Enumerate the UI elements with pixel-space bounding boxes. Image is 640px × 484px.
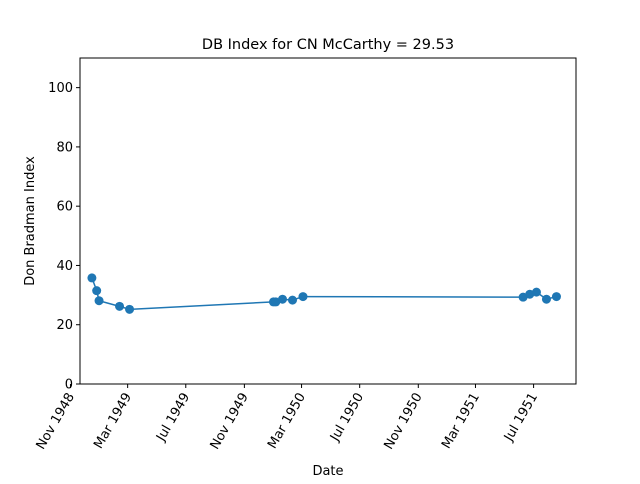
series-layer	[87, 273, 561, 314]
data-point	[92, 286, 102, 296]
y-tick-label: 40	[56, 259, 73, 274]
data-point	[115, 301, 125, 311]
data-point	[87, 273, 97, 283]
data-point	[94, 296, 104, 306]
y-tick-label: 20	[56, 318, 73, 333]
y-tick-label: 80	[56, 140, 73, 155]
data-point	[551, 292, 561, 302]
y-tick-label: 0	[65, 378, 73, 393]
data-point	[277, 294, 287, 304]
plot-area	[80, 58, 576, 384]
data-point	[298, 292, 308, 302]
plot-frame	[79, 57, 577, 385]
data-point	[531, 287, 541, 297]
data-point	[125, 304, 135, 314]
y-axis-label: Don Bradman Index	[23, 156, 38, 286]
y-tick-label: 100	[48, 81, 73, 96]
y-tick-label: 60	[56, 200, 73, 215]
chart-title: DB Index for CN McCarthy = 29.53	[202, 37, 454, 53]
x-axis-label: Date	[312, 464, 343, 479]
data-point	[541, 294, 551, 304]
y-axis: 0 20 40 60 80 100	[48, 81, 80, 393]
data-point	[288, 295, 298, 305]
